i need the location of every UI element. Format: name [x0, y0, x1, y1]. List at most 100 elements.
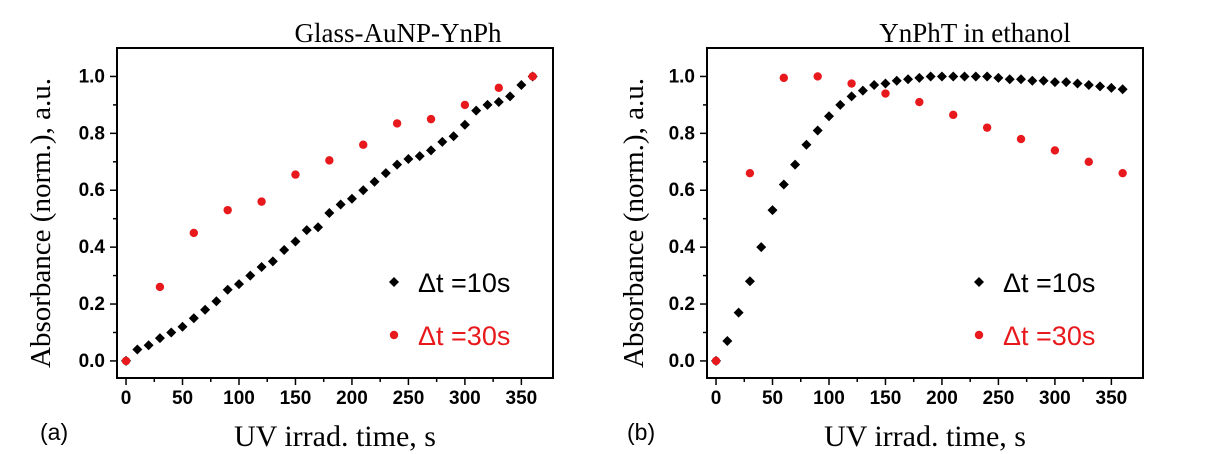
y-tick-label: 0.8 — [669, 123, 695, 144]
legend-label: Δt =30s — [418, 321, 510, 351]
legend: Δt =10s Δt =30s — [389, 268, 510, 351]
data-point-diamond — [1083, 79, 1094, 90]
data-point-circle — [223, 205, 232, 215]
data-point-diamond — [959, 71, 970, 82]
data-point-diamond — [835, 99, 846, 110]
data-point-diamond — [369, 176, 380, 187]
data-point-diamond — [925, 71, 936, 82]
y-tick-label: 0.2 — [79, 294, 105, 315]
data-point-diamond — [982, 71, 993, 82]
data-point-circle — [426, 114, 436, 124]
data-point-diamond — [437, 136, 448, 147]
legend: Δt =10s Δt =30s — [974, 268, 1095, 351]
data-point-diamond — [722, 336, 733, 347]
x-tick-label: 150 — [280, 388, 312, 409]
data-point-diamond — [358, 185, 369, 196]
x-tick-label: 200 — [336, 388, 368, 409]
data-point-diamond — [222, 284, 233, 295]
x-tick-label: 300 — [1039, 388, 1071, 409]
data-point-circle — [982, 123, 992, 132]
data-point-diamond — [166, 327, 177, 338]
x-tick-label: 50 — [762, 388, 783, 409]
data-point-diamond — [290, 236, 301, 247]
data-point-diamond — [970, 71, 981, 82]
data-point-diamond — [346, 193, 357, 204]
x-tick-label: 0 — [711, 388, 722, 409]
data-point-diamond — [823, 111, 834, 122]
data-point-diamond — [132, 344, 143, 355]
y-tick-label: 0.0 — [79, 351, 105, 372]
data-point-circle — [494, 83, 503, 93]
data-point-circle — [189, 228, 199, 238]
series-dt30 — [121, 72, 537, 366]
data-point-diamond — [1016, 74, 1027, 85]
data-point-diamond — [380, 168, 391, 179]
data-point-circle — [325, 156, 334, 165]
y-tick-label: 0.4 — [669, 237, 696, 258]
data-point-diamond — [267, 256, 278, 267]
y-tick-label: 1.0 — [669, 66, 695, 87]
data-point-diamond — [948, 71, 959, 82]
data-point-diamond — [1038, 75, 1049, 86]
data-point-circle — [1084, 157, 1093, 166]
data-point-diamond — [335, 199, 346, 210]
legend-marker-circle — [389, 330, 399, 340]
data-point-diamond — [471, 105, 482, 116]
data-point-circle — [949, 110, 958, 120]
data-point-diamond — [301, 225, 312, 236]
panel-label: (b) — [627, 419, 655, 445]
x-axis-label: UV irrad. time, s — [824, 420, 1026, 453]
chart-title: Glass-AuNP-YnPh — [294, 18, 502, 48]
y-tick-label: 0.6 — [79, 180, 105, 201]
data-point-diamond — [403, 153, 414, 164]
legend-marker-diamond — [974, 277, 984, 287]
chart-panel-a: 0 50 100 150 200 250 300 350 0.0 0.2 0.4 0.6 0.8 1.0 G… — [25, 18, 554, 453]
x-axis-label: UV irrad. time, s — [234, 420, 436, 453]
data-point-circle — [291, 170, 300, 179]
y-tick-label: 1.0 — [79, 66, 105, 87]
data-point-diamond — [505, 91, 516, 102]
data-point-circle — [359, 140, 368, 149]
legend-label: Δt =30s — [1003, 321, 1095, 351]
data-point-circle — [1118, 168, 1127, 178]
data-point-diamond — [857, 85, 868, 96]
x-tick-label: 350 — [1096, 388, 1128, 409]
series-dt10 — [121, 71, 538, 366]
data-point-diamond — [914, 72, 925, 83]
data-point-diamond — [177, 321, 188, 332]
data-point-diamond — [801, 139, 812, 150]
x-tick-label: 300 — [449, 388, 481, 409]
data-point-diamond — [1106, 82, 1117, 93]
data-point-diamond — [936, 71, 947, 82]
plot-frame — [116, 47, 554, 379]
data-point-diamond — [482, 99, 493, 110]
data-point-diamond — [790, 159, 801, 170]
data-point-diamond — [1004, 74, 1015, 85]
data-point-circle — [155, 282, 165, 292]
data-point-circle — [528, 72, 537, 81]
data-point-diamond — [200, 304, 211, 315]
panel-label: (a) — [40, 419, 68, 445]
data-point-diamond — [1027, 75, 1038, 86]
x-tick-label: 250 — [983, 388, 1015, 409]
plot-frame — [706, 47, 1144, 379]
data-point-circle — [711, 356, 721, 366]
data-point-diamond — [211, 296, 222, 307]
data-point-diamond — [279, 244, 290, 255]
data-point-diamond — [245, 270, 256, 281]
data-point-diamond — [993, 72, 1004, 83]
data-point-diamond — [767, 205, 778, 216]
data-point-diamond — [812, 125, 823, 136]
data-point-circle — [460, 100, 470, 110]
data-point-diamond — [516, 79, 527, 90]
data-point-diamond — [880, 78, 891, 89]
x-tick-label: 150 — [870, 388, 902, 409]
legend-marker-diamond — [389, 277, 399, 287]
data-point-diamond — [324, 208, 335, 218]
data-point-diamond — [459, 119, 470, 130]
data-point-diamond — [392, 159, 403, 170]
data-point-diamond — [1117, 84, 1128, 95]
data-point-diamond — [154, 333, 165, 344]
data-point-diamond — [756, 242, 767, 253]
